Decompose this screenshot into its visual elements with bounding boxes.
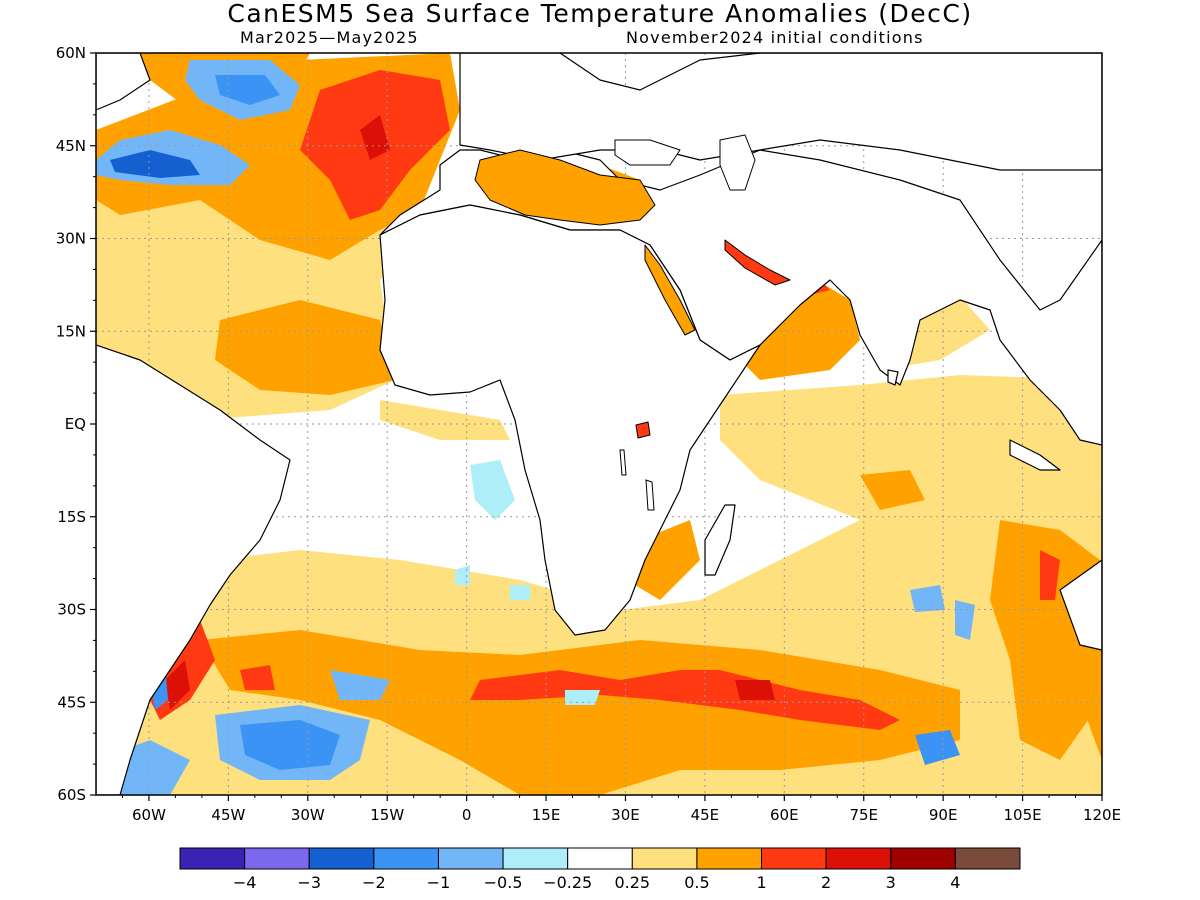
latitude-axis: 60N 45N 30N 15N EQ 15S 30S 45S 60S: [56, 44, 96, 804]
colorbar-label: 3: [886, 873, 896, 892]
lat-tick-label: EQ: [65, 415, 86, 433]
forecast-period: Mar2025—May2025: [240, 28, 419, 47]
colorbar-swatch: [631, 847, 698, 870]
lat-tick-label: 45S: [57, 693, 86, 711]
chart-title: CanESM5 Sea Surface Temperature Anomalie…: [227, 0, 973, 28]
colorbar-label: 2: [821, 873, 831, 892]
lat-tick-label: 15S: [57, 508, 86, 526]
colorbar-label: −3: [297, 873, 321, 892]
lon-tick-label: 90E: [929, 806, 958, 824]
lon-tick-label: 45W: [211, 806, 245, 824]
lat-tick-label: 30N: [56, 230, 86, 248]
lon-tick-label: 45E: [691, 806, 720, 824]
lon-tick-label: 0: [462, 806, 472, 824]
colorbar: −4 −3 −2 −1 −0.5 −0.25 0.25 0.5 1 2 3 4: [179, 847, 1021, 892]
colorbar-swatch: [761, 847, 827, 870]
colorbar-label: −0.25: [543, 873, 592, 892]
lat-tick-label: 45N: [56, 137, 86, 155]
lat-tick-label: 30S: [57, 601, 86, 619]
lakes: [619, 421, 655, 511]
colorbar-label: −2: [362, 873, 386, 892]
colorbar-label: −0.5: [484, 873, 523, 892]
colorbar-swatch: [373, 847, 439, 870]
colorbar-swatch: [696, 847, 763, 870]
colorbar-label: −4: [233, 873, 257, 892]
colorbar-swatch: [308, 847, 375, 870]
lon-tick-label: 105E: [1004, 806, 1042, 824]
colorbar-swatch: [179, 847, 246, 870]
lat-tick-label: 60S: [57, 786, 86, 804]
lat-tick-label: 60N: [56, 44, 86, 62]
lon-tick-label: 15E: [532, 806, 561, 824]
inland-seas: [474, 134, 791, 336]
colorbar-swatch: [437, 847, 504, 870]
colorbar-label: −1: [427, 873, 451, 892]
colorbar-label: 4: [950, 873, 960, 892]
lon-tick-label: 60W: [132, 806, 166, 824]
lon-tick-label: 60E: [770, 806, 799, 824]
anomaly-contours-darkred: [165, 115, 775, 710]
lon-tick-label: 15W: [370, 806, 404, 824]
colorbar-swatch: [567, 847, 633, 870]
longitude-axis: 60W 45W 30W 15W 0 15E 30E 45E 60E 75E 90E 105E 120E: [121, 795, 1121, 824]
plot-area: [96, 53, 1102, 795]
colorbar-swatch: [825, 847, 892, 870]
colorbar-swatch: [502, 847, 569, 870]
lon-tick-label: 30W: [291, 806, 325, 824]
colorbar-label: 1: [756, 873, 766, 892]
colorbar-swatch: [954, 847, 1021, 870]
colorbar-label: 0.25: [614, 873, 650, 892]
colorbar-swatch: [244, 847, 310, 870]
initial-conditions: November2024 initial conditions: [626, 28, 924, 47]
lon-tick-label: 30E: [611, 806, 640, 824]
lat-tick-label: 15N: [56, 322, 86, 340]
colorbar-label: 0.5: [684, 873, 709, 892]
lon-tick-label: 120E: [1083, 806, 1121, 824]
lon-tick-label: 75E: [849, 806, 878, 824]
colorbar-swatch: [890, 847, 956, 870]
